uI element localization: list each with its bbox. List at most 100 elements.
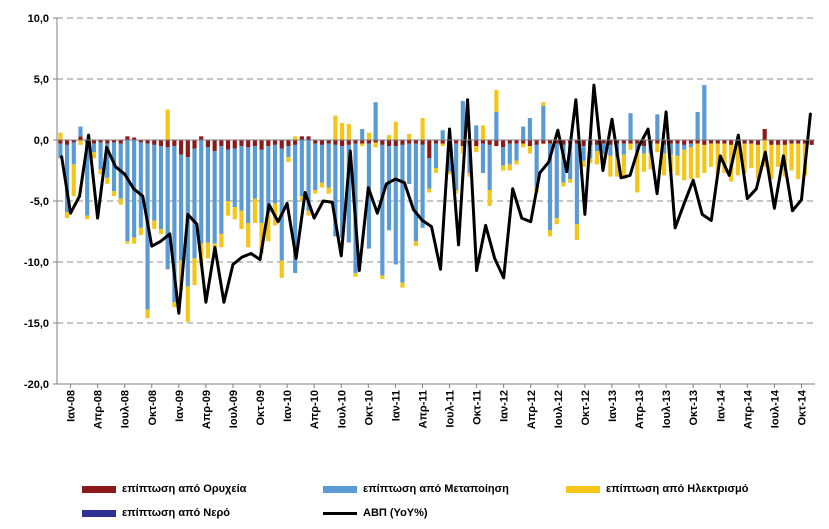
x-tick-label-10: Ιουλ-10 [336,390,348,428]
bar-s2-60 [460,146,465,154]
gdp-line-path [60,83,812,315]
bar-s0-53 [413,140,418,144]
x-tick-label-21: Απρ-13 [634,390,646,429]
bar-s1-22 [205,147,211,243]
bar-s2-15 [158,229,164,234]
bar-s1-17 [172,146,177,303]
bar-s1-63 [480,143,486,173]
x-tick-label-0: Ιαν-08 [66,390,78,422]
bar-s0-34 [286,140,291,147]
gdp-point-68 [674,227,676,229]
gdp-point-65 [647,128,649,130]
bar-s0-7 [105,140,110,144]
bar-s2-83 [615,157,620,177]
bar-s1-25 [225,149,231,201]
legend-label-water: επίπτωση από Νερό [122,507,230,519]
bar-s1-69 [521,126,526,140]
bar-s2-62 [474,146,479,153]
bar-s0-49 [386,140,392,147]
gdp-point-64 [638,145,640,147]
bar-s0-29 [252,140,257,147]
bar-s1-74 [554,143,559,219]
gdp-point-30 [331,201,334,204]
bar-s1-71 [534,144,539,188]
bar-s0-11 [132,137,137,140]
bar-s0-36 [299,136,304,140]
gdp-point-4 [96,217,99,219]
bar-s1-35 [293,144,298,273]
bar-s1-26 [232,148,237,208]
bar-s2-11 [132,237,137,244]
bar-s0-102 [742,140,747,144]
bar-s0-13 [145,140,150,144]
bar-s2-49 [386,135,392,140]
bar-s2-76 [568,179,573,183]
bar-s1-75 [561,144,566,183]
bar-s1-4 [85,142,90,216]
bar-s2-75 [561,182,566,187]
bar-s2-36 [299,196,304,201]
bar-s1-3 [78,126,83,137]
legend-label-gdp: ΑΒΠ (YoY%) [363,507,428,519]
gdp-point-26 [295,257,297,260]
bar-s2-59 [454,190,459,194]
bar-s0-48 [380,140,385,145]
bar-s1-78 [581,146,586,161]
bar-s0-74 [554,140,559,144]
bar-s1-23 [212,150,217,244]
bar-s2-1 [64,211,70,219]
bar-s0-45 [360,140,365,144]
bar-s1-84 [621,143,626,155]
bar-s2-10 [125,241,130,244]
bar-s2-0 [58,132,63,140]
x-tick-label-14: Ιουλ-11 [445,390,457,428]
bar-s0-72 [541,140,546,144]
bar-s1-2 [71,142,76,165]
y-tick-label-6: -20,0 [24,379,49,391]
gdp-point-80 [782,155,785,157]
x-tick-label-13: Απρ-11 [417,390,429,428]
gdp-point-50 [511,188,514,190]
bar-s1-33 [279,148,284,261]
bar-s2-67 [507,164,512,171]
bar-s1-29 [252,146,257,199]
bar-s0-66 [501,140,506,148]
bar-s0-70 [527,140,532,147]
bar-s0-110 [796,140,801,144]
bar-s0-81 [601,140,606,144]
legend-item-gdp: ΑΒΠ (YoY%) [323,507,428,519]
bar-s0-15 [158,140,164,147]
bar-s1-42 [340,146,345,238]
legend-swatch-water [82,509,116,517]
gdp-point-23 [268,203,270,206]
bar-s1-34 [286,146,291,158]
bar-s2-98 [715,143,720,175]
bar-s1-92 [675,143,680,156]
bar-s0-112 [809,140,814,145]
y-tick-labels: 10,0 5,0 0,0 -5,0 -10,0 -15,0 -20,0 [24,13,49,391]
bar-s0-63 [480,140,486,144]
x-tick-label-4: Ιαν-09 [174,390,186,422]
gdp-point-40 [421,219,424,222]
bar-s0-43 [346,140,351,145]
gdp-point-33 [358,269,361,272]
gdp-point-28 [313,217,315,219]
gdp-point-46 [475,269,478,272]
bar-s2-52 [407,133,412,140]
gdp-point-71 [701,213,703,216]
bar-s0-2 [71,140,76,143]
gdp-point-42 [439,268,442,271]
gdp-point-17 [214,246,216,249]
bar-s2-77 [574,224,579,241]
bar-s1-77 [574,143,579,225]
legend-swatch-mining [82,485,116,493]
bar-s2-74 [554,218,559,225]
bar-s0-60 [460,140,465,147]
bar-s2-56 [433,168,439,173]
bar-s2-44 [353,272,358,277]
bar-s1-85 [628,113,633,140]
bar-s2-93 [682,149,687,181]
bar-s1-90 [661,144,667,154]
bar-s1-51 [400,144,405,283]
gdp-point-53 [538,172,541,174]
